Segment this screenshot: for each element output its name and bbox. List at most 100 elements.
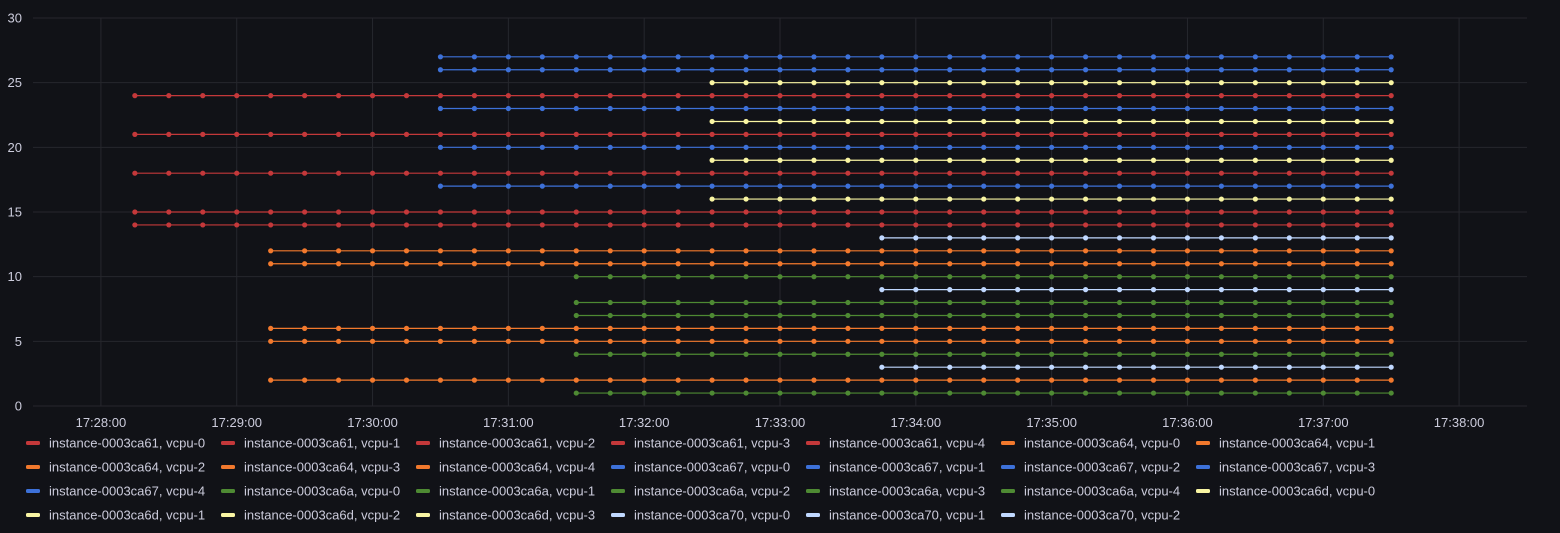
- data-point[interactable]: [166, 93, 172, 99]
- data-point[interactable]: [1015, 390, 1021, 396]
- series-instance-0003ca64-vcpu-1[interactable]: [268, 261, 1394, 267]
- data-point[interactable]: [743, 131, 749, 137]
- data-point[interactable]: [777, 80, 783, 86]
- series-instance-0003ca64-vcpu-4[interactable]: [268, 377, 1394, 383]
- data-point[interactable]: [709, 261, 715, 267]
- data-point[interactable]: [675, 377, 681, 383]
- legend-item[interactable]: instance-0003ca6d, vcpu-1: [26, 508, 205, 523]
- data-point[interactable]: [811, 338, 817, 344]
- data-point[interactable]: [505, 93, 511, 99]
- data-point[interactable]: [777, 338, 783, 344]
- data-point[interactable]: [403, 222, 410, 228]
- data-point[interactable]: [777, 170, 783, 176]
- data-point[interactable]: [777, 118, 783, 125]
- data-point[interactable]: [675, 325, 681, 331]
- data-point[interactable]: [1049, 390, 1055, 396]
- data-point[interactable]: [1184, 144, 1191, 150]
- data-point[interactable]: [709, 325, 715, 331]
- data-point[interactable]: [879, 54, 885, 60]
- data-point[interactable]: [981, 274, 987, 280]
- data-point[interactable]: [1015, 209, 1021, 215]
- data-point[interactable]: [777, 312, 783, 319]
- data-point[interactable]: [1320, 274, 1326, 280]
- data-point[interactable]: [1015, 183, 1021, 189]
- data-point[interactable]: [1184, 390, 1191, 396]
- data-point[interactable]: [1252, 196, 1258, 202]
- data-point[interactable]: [1388, 364, 1394, 370]
- data-point[interactable]: [1116, 170, 1123, 176]
- data-point[interactable]: [879, 261, 885, 267]
- data-point[interactable]: [471, 54, 478, 60]
- data-point[interactable]: [947, 274, 953, 280]
- data-point[interactable]: [811, 131, 817, 137]
- data-point[interactable]: [1082, 183, 1089, 189]
- data-point[interactable]: [947, 287, 953, 293]
- data-point[interactable]: [1252, 183, 1258, 189]
- data-point[interactable]: [913, 144, 919, 150]
- data-point[interactable]: [811, 274, 817, 280]
- data-point[interactable]: [1184, 338, 1191, 344]
- data-point[interactable]: [709, 54, 715, 60]
- data-point[interactable]: [709, 157, 715, 163]
- legend-item[interactable]: instance-0003ca70, vcpu-2: [1001, 508, 1180, 523]
- data-point[interactable]: [845, 338, 851, 344]
- data-point[interactable]: [1150, 312, 1157, 319]
- data-point[interactable]: [471, 222, 478, 228]
- data-point[interactable]: [845, 209, 851, 215]
- data-point[interactable]: [1015, 157, 1021, 163]
- data-point[interactable]: [811, 196, 817, 202]
- data-point[interactable]: [743, 157, 749, 163]
- data-point[interactable]: [1320, 222, 1326, 228]
- data-point[interactable]: [1286, 222, 1292, 228]
- data-point[interactable]: [1286, 235, 1292, 241]
- data-point[interactable]: [369, 338, 376, 344]
- data-point[interactable]: [675, 54, 681, 60]
- data-point[interactable]: [879, 235, 885, 241]
- data-point[interactable]: [1184, 105, 1191, 112]
- data-point[interactable]: [302, 338, 308, 344]
- data-point[interactable]: [607, 67, 613, 73]
- data-point[interactable]: [302, 222, 308, 228]
- data-point[interactable]: [539, 248, 545, 254]
- data-point[interactable]: [913, 299, 919, 306]
- data-point[interactable]: [1150, 261, 1157, 267]
- data-point[interactable]: [1354, 338, 1360, 344]
- data-point[interactable]: [1388, 325, 1394, 331]
- data-point[interactable]: [947, 183, 953, 189]
- data-point[interactable]: [1218, 209, 1225, 215]
- data-point[interactable]: [607, 183, 613, 189]
- data-point[interactable]: [947, 105, 953, 112]
- series-instance-0003ca61-vcpu-1[interactable]: [132, 131, 1394, 137]
- data-point[interactable]: [302, 170, 308, 176]
- data-point[interactable]: [1286, 364, 1292, 370]
- data-point[interactable]: [1015, 67, 1021, 73]
- data-point[interactable]: [811, 67, 817, 73]
- data-point[interactable]: [1320, 67, 1326, 73]
- data-point[interactable]: [166, 209, 172, 215]
- data-point[interactable]: [437, 105, 444, 112]
- data-point[interactable]: [335, 261, 342, 267]
- data-point[interactable]: [1320, 261, 1326, 267]
- data-point[interactable]: [1252, 157, 1258, 163]
- data-point[interactable]: [1218, 170, 1225, 176]
- data-point[interactable]: [879, 105, 885, 112]
- data-point[interactable]: [641, 67, 647, 73]
- data-point[interactable]: [1218, 67, 1225, 73]
- legend-item[interactable]: instance-0003ca61, vcpu-4: [806, 436, 985, 451]
- data-point[interactable]: [675, 299, 681, 306]
- data-point[interactable]: [1286, 144, 1292, 150]
- data-point[interactable]: [777, 131, 783, 137]
- data-point[interactable]: [913, 312, 919, 319]
- data-point[interactable]: [709, 144, 715, 150]
- data-point[interactable]: [743, 325, 749, 331]
- data-point[interactable]: [1116, 390, 1123, 396]
- data-point[interactable]: [845, 196, 851, 202]
- data-point[interactable]: [1252, 144, 1258, 150]
- data-point[interactable]: [709, 248, 715, 254]
- data-point[interactable]: [743, 183, 749, 189]
- data-point[interactable]: [1354, 209, 1360, 215]
- data-point[interactable]: [1116, 248, 1123, 254]
- data-point[interactable]: [981, 377, 987, 383]
- data-point[interactable]: [1116, 222, 1123, 228]
- data-point[interactable]: [335, 209, 342, 215]
